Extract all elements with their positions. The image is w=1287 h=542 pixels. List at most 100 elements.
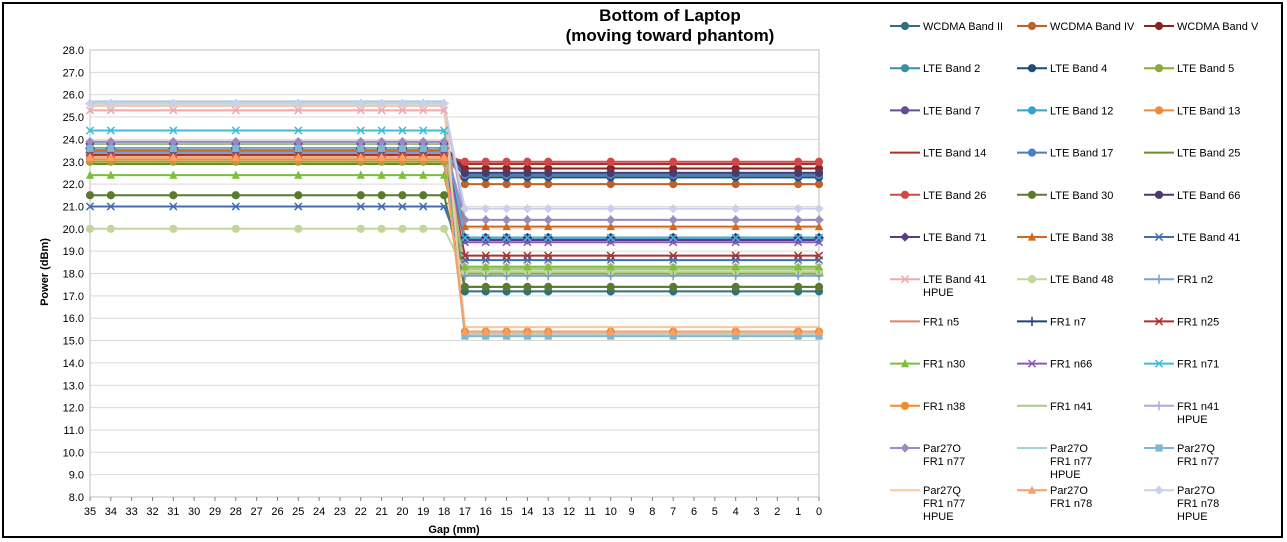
data-point-fr1-n71 <box>398 126 407 135</box>
data-point-par27o-fr1-n78-hpue <box>606 204 616 214</box>
x-tick-label: 28 <box>230 506 242 518</box>
data-point-par27o-fr1-n77 <box>106 137 116 147</box>
data-point-lte-band-66 <box>502 168 511 178</box>
legend-label: LTE Band 30 <box>1050 190 1113 202</box>
data-point-lte-band-38 <box>606 221 615 231</box>
data-point-par27o-fr1-n77 <box>606 215 616 225</box>
data-point-par27o-fr1-n78-hpue <box>418 99 428 109</box>
legend-label: LTE Band 25 <box>1177 148 1240 160</box>
data-point-fr1-n25 <box>544 251 553 260</box>
data-point-par27o-fr1-n78 <box>731 327 740 336</box>
data-point-lte-band-30 <box>377 191 386 200</box>
legend-item-fr1-n30: FR1 n30 <box>890 359 965 371</box>
legend-label: LTE Band 7 <box>923 105 980 117</box>
legend-label: FR1 n5 <box>923 316 959 328</box>
legend-label: FR1 n38 <box>923 401 965 413</box>
legend-item-fr1-n2: FR1 n2 <box>1144 274 1213 286</box>
data-point-par27o-fr1-n78-hpue <box>731 204 741 214</box>
data-point-lte-band-26 <box>606 157 615 166</box>
data-point-fr1-n30 <box>794 262 803 271</box>
y-tick-label: 28.0 <box>63 45 84 57</box>
x-tick-label: 25 <box>292 506 304 518</box>
legend-marker <box>900 401 910 410</box>
x-tick-label: 23 <box>334 506 346 518</box>
data-point-par27o-fr1-n78 <box>231 152 240 161</box>
legend-label: LTE Band 17 <box>1050 148 1113 160</box>
data-point-fr1-n71 <box>794 233 803 242</box>
data-point-lte-band-41 <box>398 202 407 211</box>
legend-marker <box>1027 232 1037 241</box>
data-point-par27o-fr1-n77 <box>731 215 741 225</box>
data-point-par27q-fr1-n77 <box>294 144 302 152</box>
data-point-fr1-n30 <box>439 170 449 179</box>
data-point-fr1-n2 <box>543 271 553 281</box>
data-point-fr1-n2 <box>501 271 512 281</box>
legend-item-par27o-fr1-n78: Par27O FR1 n78 <box>1017 485 1092 510</box>
series-line-par27o-fr1-n77 <box>90 140 819 221</box>
y-tick-label: 14.0 <box>63 358 84 370</box>
legend-label-line: FR1 n41 <box>1177 401 1219 413</box>
data-point-lte-band-30 <box>502 282 511 292</box>
x-tick-label: 9 <box>628 506 634 518</box>
legend-label-line: WCDMA Band IV <box>1050 21 1135 33</box>
data-point-lte-band-38 <box>669 221 678 231</box>
chart-title-line-2: (moving toward phantom) <box>565 26 775 45</box>
data-point-lte-band-41-hpue <box>169 106 178 115</box>
data-point-lte-band-30 <box>669 282 678 292</box>
legend-marker <box>1154 359 1164 368</box>
data-point-par27o-fr1-n77 <box>231 137 241 147</box>
data-point-lte-band-41-hpue <box>106 106 115 115</box>
data-point-fr1-n2 <box>668 271 678 281</box>
legend-label: LTE Band 26 <box>923 190 986 202</box>
data-point-fr1-n71 <box>481 233 490 242</box>
data-point-par27o-fr1-n78-hpue <box>543 204 553 214</box>
x-tick-label: 29 <box>209 506 221 518</box>
legend-item-lte-band-17: LTE Band 17 <box>1017 148 1113 160</box>
data-point-par27o-fr1-n78-hpue <box>814 204 824 214</box>
legend-item-wcdma-band-ii: WCDMA Band II <box>890 21 1003 33</box>
legend-label-line: HPUE <box>1177 511 1208 523</box>
data-point-par27o-fr1-n78-hpue <box>481 204 491 214</box>
data-point-fr1-n71 <box>231 126 240 135</box>
data-point-lte-band-66 <box>794 168 803 178</box>
data-point-par27o-fr1-n78-hpue <box>397 99 408 109</box>
data-point-lte-band-66 <box>481 168 490 178</box>
data-point-par27o-fr1-n77 <box>668 215 678 225</box>
legend-label-line: FR1 n2 <box>1177 274 1213 286</box>
data-point-wcdma-band-iv <box>481 180 490 189</box>
data-point-lte-band-30 <box>460 282 470 292</box>
data-point-lte-band-41-hpue <box>294 106 303 115</box>
data-point-fr1-n71 <box>356 126 365 135</box>
data-point-fr1-n30 <box>460 262 470 271</box>
x-tick-label: 5 <box>712 506 718 518</box>
data-point-lte-band-66 <box>814 168 824 178</box>
data-point-lte-band-38 <box>544 221 553 231</box>
data-point-fr1-n71 <box>85 126 95 135</box>
data-point-lte-band-26 <box>481 157 490 166</box>
legend-item-lte-band-71: LTE Band 71 <box>890 232 986 244</box>
data-point-par27o-fr1-n78 <box>814 327 824 336</box>
y-tick-label: 16.0 <box>63 313 84 325</box>
data-point-par27o-fr1-n77 <box>481 215 491 225</box>
legend-item-lte-band-41: LTE Band 41 <box>1144 232 1240 244</box>
data-point-lte-band-30 <box>481 282 490 292</box>
legend-label-line: HPUE <box>923 511 954 523</box>
data-point-fr1-n71 <box>669 233 678 242</box>
data-point-par27o-fr1-n78 <box>169 152 178 161</box>
data-point-par27q-fr1-n77 <box>669 332 677 340</box>
y-tick-label: 25.0 <box>63 112 84 124</box>
data-point-lte-band-30 <box>231 191 240 200</box>
legend-label: Par27Q FR1 n77 HPUE <box>923 485 965 523</box>
x-tick-label: 14 <box>521 506 533 518</box>
x-tick-label: 13 <box>542 506 554 518</box>
legend-item-lte-band-7: LTE Band 7 <box>890 105 980 117</box>
legend-label-line: LTE Band 13 <box>1177 105 1240 117</box>
legend-label-line: FR1 n30 <box>923 359 965 371</box>
legend-item-par27o-fr1-n78-hpue: Par27O FR1 n78 HPUE <box>1144 485 1219 523</box>
data-point-lte-band-41-hpue <box>356 106 365 115</box>
data-point-par27q-fr1-n77 <box>815 332 823 340</box>
data-point-fr1-n2 <box>731 271 741 281</box>
data-point-wcdma-band-iv <box>814 180 824 189</box>
legend-label-line: LTE Band 38 <box>1050 232 1113 244</box>
data-point-fr1-n30 <box>544 262 553 271</box>
